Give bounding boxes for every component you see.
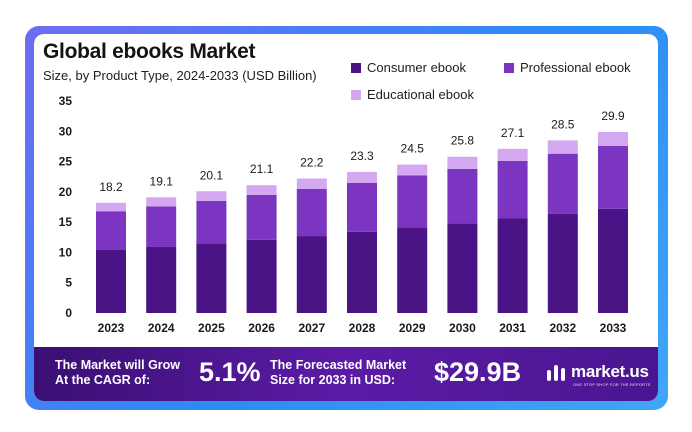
y-tick-label: 20 xyxy=(59,185,73,199)
x-tick-label: 2024 xyxy=(148,321,175,335)
x-tick-label: 2025 xyxy=(198,321,225,335)
bar-segment-educational-ebook xyxy=(497,148,528,161)
forecast-caption: The Forecasted Market Size for 2033 in U… xyxy=(270,358,406,388)
bar-segment-educational-ebook xyxy=(598,131,628,146)
x-tick-label: 2031 xyxy=(499,321,526,335)
bar-total-label: 18.2 xyxy=(99,180,123,194)
bar-segment-professional-ebook xyxy=(547,153,578,214)
bar-segment-professional-ebook xyxy=(497,160,528,219)
bar-segment-professional-ebook xyxy=(146,206,177,247)
bar-total-label: 19.1 xyxy=(150,174,174,188)
legend-swatch-consumer xyxy=(351,62,361,73)
bar-segment-educational-ebook xyxy=(296,178,327,189)
y-tick-label: 5 xyxy=(65,276,72,290)
brand-tagline: ONE STOP SHOP FOR THE REPORTS xyxy=(573,382,651,387)
bar-total-label: 23.3 xyxy=(350,149,374,163)
bar-segment-educational-ebook xyxy=(146,197,177,207)
forecast-caption-line2: Size for 2033 in USD: xyxy=(270,373,396,387)
bar-segment-consumer-ebook xyxy=(296,236,327,313)
bar-total-label: 28.5 xyxy=(551,117,575,131)
x-tick-label: 2033 xyxy=(600,321,627,335)
bar-segment-professional-ebook xyxy=(96,211,126,251)
bar-segment-professional-ebook xyxy=(598,145,628,209)
chart-card: Global ebooks Market Size, by Product Ty… xyxy=(34,34,658,401)
legend-item-educational: Educational ebook xyxy=(351,87,474,102)
bar-segment-consumer-ebook xyxy=(397,227,428,313)
bar-segment-consumer-ebook xyxy=(497,218,528,313)
bar-segment-professional-ebook xyxy=(296,188,327,237)
cagr-caption-line1: The Market will Grow xyxy=(55,358,181,372)
cagr-caption-line2: At the CAGR of: xyxy=(55,373,151,387)
x-tick-label: 2030 xyxy=(449,321,476,335)
y-tick-label: 10 xyxy=(59,245,73,259)
legend-label-consumer: Consumer ebook xyxy=(367,60,466,75)
y-tick-label: 30 xyxy=(59,124,73,138)
y-tick-label: 25 xyxy=(59,155,73,169)
bar-segment-consumer-ebook xyxy=(447,223,478,313)
bar-segment-professional-ebook xyxy=(246,194,277,240)
bar-segment-consumer-ebook xyxy=(347,231,377,313)
bar-total-label: 20.1 xyxy=(200,168,224,182)
y-tick-label: 0 xyxy=(65,306,72,320)
legend-item-consumer: Consumer ebook xyxy=(351,60,466,75)
y-tick-label: 35 xyxy=(59,94,73,108)
brand-logo: market.us ONE STOP SHOP FOR THE REPORTS xyxy=(545,361,650,387)
legend-label-educational: Educational ebook xyxy=(367,87,474,102)
chart-title: Global ebooks Market xyxy=(43,40,256,63)
bar-total-label: 25.8 xyxy=(451,134,475,148)
bar-total-label: 22.2 xyxy=(300,156,324,170)
bar-segment-consumer-ebook xyxy=(598,208,628,313)
y-tick-label: 15 xyxy=(59,215,73,229)
bar-total-label: 24.5 xyxy=(401,142,425,156)
bar-segment-educational-ebook xyxy=(397,164,428,176)
cagr-caption: The Market will Grow At the CAGR of: xyxy=(55,358,180,388)
footer-banner: The Market will Grow At the CAGR of: 5.1… xyxy=(34,347,658,401)
bar-segment-consumer-ebook xyxy=(547,213,578,313)
bar-segment-consumer-ebook xyxy=(146,246,177,313)
bar-segment-educational-ebook xyxy=(347,171,377,183)
bar-segment-consumer-ebook xyxy=(96,250,126,313)
chart-subtitle: Size, by Product Type, 2024-2033 (USD Bi… xyxy=(43,68,317,83)
bar-segment-educational-ebook xyxy=(547,140,578,154)
x-tick-label: 2028 xyxy=(349,321,376,335)
bar-segment-professional-ebook xyxy=(196,200,227,244)
legend-label-professional: Professional ebook xyxy=(520,60,631,75)
x-tick-label: 2026 xyxy=(248,321,275,335)
bar-segment-educational-ebook xyxy=(96,202,126,212)
legend-item-professional: Professional ebook xyxy=(504,60,631,75)
forecast-value: $29.9B xyxy=(434,357,522,387)
legend-swatch-educational xyxy=(351,89,361,100)
forecast-caption-line1: The Forecasted Market xyxy=(270,358,407,372)
bar-total-label: 29.9 xyxy=(601,109,625,123)
bar-total-label: 21.1 xyxy=(250,162,274,176)
bar-segment-consumer-ebook xyxy=(246,239,277,313)
bar-total-label: 27.1 xyxy=(501,126,525,140)
x-tick-label: 2027 xyxy=(298,321,325,335)
x-tick-label: 2029 xyxy=(399,321,426,335)
brand-name: market.us xyxy=(571,362,649,381)
stacked-bar-chart: 0510152025303518.2202319.1202420.1202521… xyxy=(59,94,628,335)
bar-segment-educational-ebook xyxy=(447,156,478,169)
bar-segment-professional-ebook xyxy=(347,182,377,232)
market-us-logo-icon xyxy=(547,365,565,381)
bar-segment-professional-ebook xyxy=(447,168,478,224)
legend-swatch-professional xyxy=(504,62,514,73)
x-tick-label: 2023 xyxy=(98,321,125,335)
bar-segment-educational-ebook xyxy=(246,185,277,195)
cagr-value: 5.1% xyxy=(199,357,261,387)
x-tick-label: 2032 xyxy=(549,321,576,335)
bar-segment-educational-ebook xyxy=(196,191,227,201)
bar-segment-consumer-ebook xyxy=(196,243,227,313)
bar-segment-professional-ebook xyxy=(397,175,428,228)
